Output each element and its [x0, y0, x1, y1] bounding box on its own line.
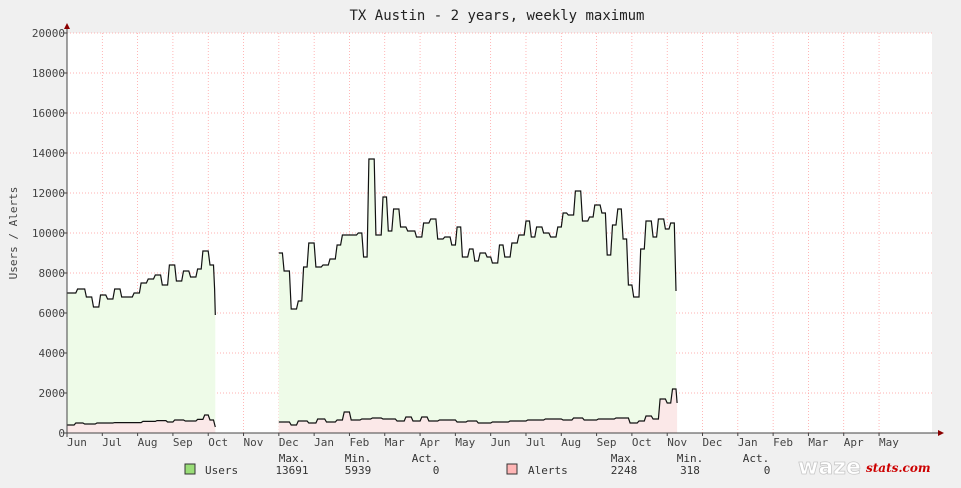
x-tick-label: Sep: [173, 436, 193, 449]
y-tick-label: 14000: [32, 147, 65, 160]
legend-label-users: Users: [205, 464, 238, 477]
series-layer: [67, 158, 678, 433]
x-tick-label: Mar: [808, 436, 828, 449]
logo-suffix: stats.com: [866, 461, 931, 475]
legend-swatch-users: [184, 463, 196, 475]
legend-header-max-users: Max.: [279, 452, 306, 465]
series-users-area: [278, 159, 676, 433]
series-alerts-area: [67, 415, 216, 433]
y-tick-label: 6000: [39, 307, 66, 320]
legend-users-min: 5939: [345, 464, 372, 477]
x-tick-label: Feb: [773, 436, 793, 449]
x-tick-label: Jun: [67, 436, 87, 449]
x-tick-label: Jan: [738, 436, 758, 449]
legend-header-min-users: Min.: [345, 452, 372, 465]
x-tick-label: Oct: [208, 436, 228, 449]
legend-header-act-users: Act.: [412, 452, 439, 465]
legend-users-max: 13691: [275, 464, 308, 477]
legend-alerts-max: 2248: [611, 464, 638, 477]
x-tick-label: Oct: [632, 436, 652, 449]
x-tick-label: Apr: [420, 436, 440, 449]
x-tick-label: Mar: [385, 436, 405, 449]
y-axis-arrow: [64, 23, 70, 29]
series-users-area: [67, 251, 216, 433]
x-tick-label: May: [879, 436, 899, 449]
x-tick-label: Jul: [102, 436, 122, 449]
legend-users-act: 0: [433, 464, 440, 477]
x-tick-label: Jun: [491, 436, 511, 449]
x-ticks: Jun Jul Aug Sep Oct Nov Dec Jan Feb Mar Apr May Jun J…: [66, 433, 899, 449]
series-users: [67, 158, 677, 433]
y-ticks: 0 2000 4000 6000 8000 10000 12000 14000 16000 180…: [32, 27, 67, 440]
y-tick-label: 12000: [32, 187, 65, 200]
x-tick-label: Aug: [138, 436, 158, 449]
logo-text: waze: [798, 455, 861, 480]
x-tick-label: Apr: [844, 436, 864, 449]
y-tick-label: 2000: [39, 387, 66, 400]
x-tick-label: Aug: [561, 436, 581, 449]
y-tick-label: 16000: [32, 107, 65, 120]
y-tick-label: 4000: [39, 347, 66, 360]
legend-header-act-alerts: Act.: [743, 452, 770, 465]
legend-swatch-alerts: [506, 463, 518, 475]
legend-header-max-alerts: Max.: [611, 452, 638, 465]
waze-stats-logo: waze stats.com: [798, 455, 931, 481]
series-alerts-line: [67, 414, 216, 428]
x-tick-label: Jul: [526, 436, 546, 449]
x-tick-label: Nov: [667, 436, 687, 449]
legend-alerts-act: 0: [764, 464, 771, 477]
x-tick-label: Sep: [597, 436, 617, 449]
x-axis-arrow: [938, 430, 944, 436]
series-users-line: [278, 158, 677, 310]
series-alerts-line: [278, 388, 678, 426]
x-tick-label: Dec: [279, 436, 299, 449]
x-tick-label: Dec: [703, 436, 723, 449]
y-axis-label: Users / Alerts: [7, 187, 20, 280]
series-alerts-area: [278, 389, 678, 433]
y-tick-label: 10000: [32, 227, 65, 240]
series-users-line: [67, 250, 216, 316]
legend-alerts-min: 318: [680, 464, 700, 477]
y-tick-label: 8000: [39, 267, 66, 280]
legend: Max. Min. Act. Max. Min. Act. Users 1369…: [184, 452, 771, 477]
x-tick-label: May: [455, 436, 475, 449]
chart-title: TX Austin - 2 years, weekly maximum: [349, 8, 644, 24]
x-tick-label: Feb: [349, 436, 369, 449]
y-tick-label: 20000: [32, 27, 65, 40]
x-tick-label: Jan: [314, 436, 334, 449]
x-tick-label: Nov: [244, 436, 264, 449]
series-alerts: [67, 388, 678, 433]
y-tick-label: 18000: [32, 67, 65, 80]
legend-label-alerts: Alerts: [528, 464, 568, 477]
legend-header-min-alerts: Min.: [677, 452, 704, 465]
y-tick-label: 0: [58, 427, 65, 440]
